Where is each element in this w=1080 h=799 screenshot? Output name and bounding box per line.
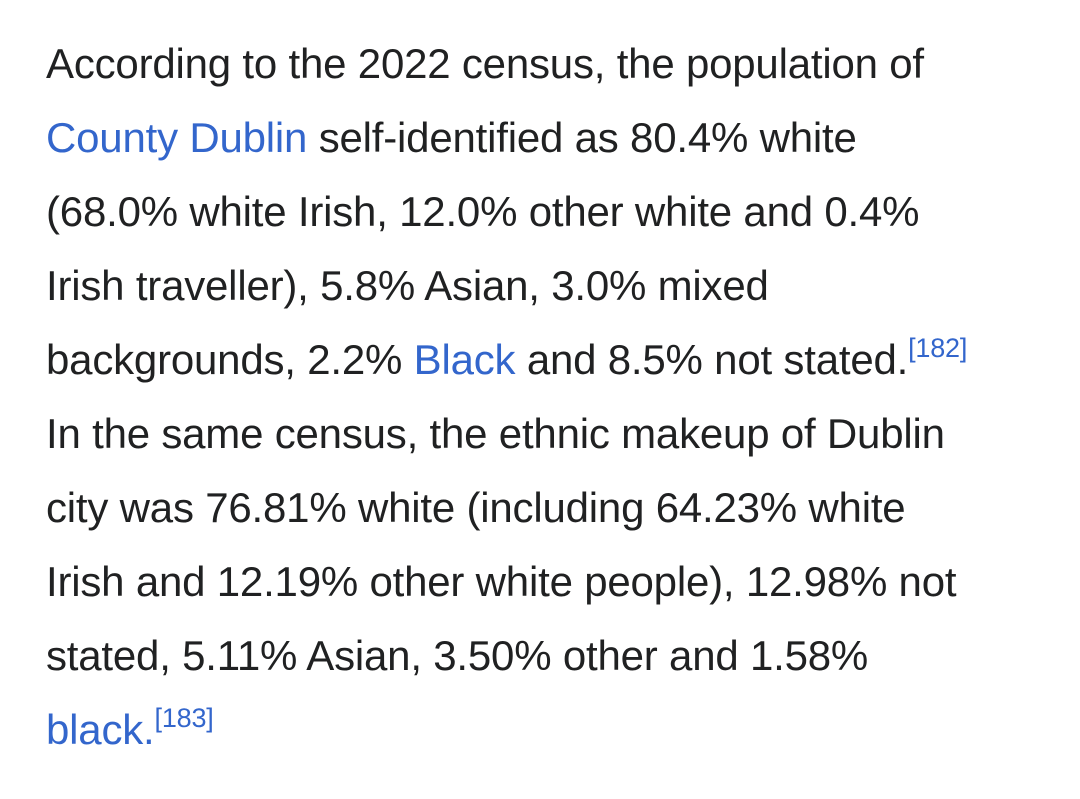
- paragraph-line: (68.0% white Irish, 12.0% other white an…: [46, 175, 1056, 249]
- paragraph-text: and 8.5% not stated.: [515, 336, 909, 383]
- paragraph-line: In the same census, the ethnic makeup of…: [46, 397, 1056, 471]
- paragraph-line: stated, 5.11% Asian, 3.50% other and 1.5…: [46, 619, 1056, 693]
- article-paragraph: According to the 2022 census, the popula…: [46, 27, 1056, 767]
- paragraph-line: According to the 2022 census, the popula…: [46, 27, 1056, 101]
- paragraph-text: Irish and 12.19% other white people), 12…: [46, 558, 957, 605]
- reference-182: [182]: [908, 333, 967, 363]
- paragraph-line: Irish traveller), 5.8% Asian, 3.0% mixed: [46, 249, 1056, 323]
- paragraph-line: black.[183]: [46, 693, 1056, 767]
- paragraph-line: Irish and 12.19% other white people), 12…: [46, 545, 1056, 619]
- paragraph-line: County Dublin self-identified as 80.4% w…: [46, 101, 1056, 175]
- reference-183: [183]: [155, 703, 214, 733]
- paragraph-text: According to the 2022 census, the popula…: [46, 40, 924, 87]
- paragraph-text: stated, 5.11% Asian, 3.50% other and 1.5…: [46, 632, 869, 679]
- paragraph-text: self-identified as 80.4% white: [307, 114, 857, 161]
- paragraph-line: backgrounds, 2.2% Black and 8.5% not sta…: [46, 323, 1056, 397]
- paragraph-text: (68.0% white Irish, 12.0% other white an…: [46, 188, 920, 235]
- paragraph-text: Irish traveller), 5.8% Asian, 3.0% mixed: [46, 262, 769, 309]
- paragraph-text: city was 76.81% white (including 64.23% …: [46, 484, 906, 531]
- reference-182-link[interactable]: [182]: [908, 333, 968, 363]
- reference-183-link[interactable]: [183]: [154, 703, 214, 733]
- paragraph-text: In the same census, the ethnic makeup of…: [46, 410, 945, 457]
- paragraph-text: backgrounds, 2.2%: [46, 336, 414, 383]
- black-link-lowercase[interactable]: black.: [46, 706, 155, 753]
- county-dublin-link[interactable]: County Dublin: [46, 114, 308, 161]
- black-link[interactable]: Black: [413, 336, 516, 383]
- paragraph-line: city was 76.81% white (including 64.23% …: [46, 471, 1056, 545]
